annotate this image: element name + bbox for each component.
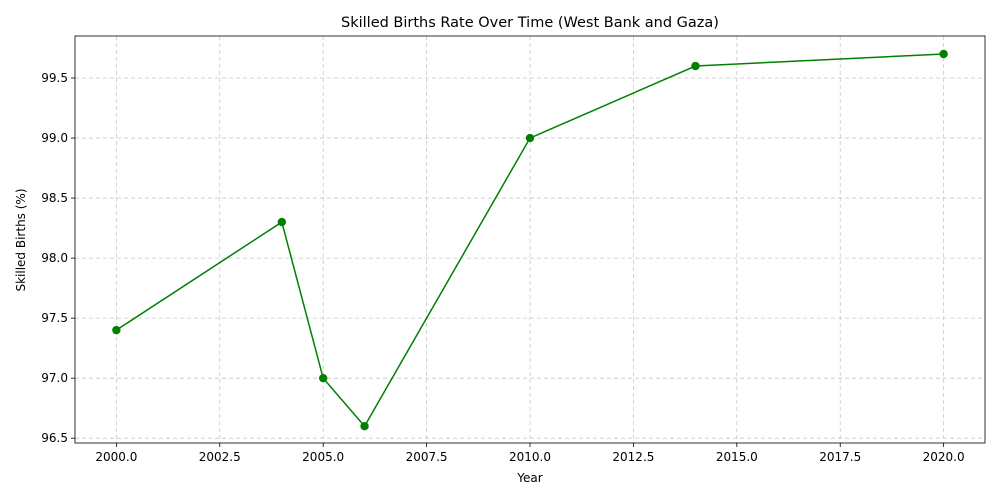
x-tick-label: 2010.0 (509, 450, 551, 464)
x-tick-label: 2005.0 (302, 450, 344, 464)
y-axis-label: Skilled Births (%) (14, 188, 28, 291)
data-point (277, 217, 287, 227)
y-tick-label: 96.5 (41, 431, 68, 445)
data-point (525, 133, 535, 143)
y-tick-label: 98.0 (41, 251, 68, 265)
y-tick-label: 97.5 (41, 311, 68, 325)
grid (75, 36, 985, 443)
y-tick-label: 99.5 (41, 71, 68, 85)
x-tick-label: 2017.5 (819, 450, 861, 464)
x-tick-label: 2020.0 (923, 450, 965, 464)
x-axis: 2000.0 2002.5 2005.0 2007.5 2010.0 2012.5 2015… (95, 443, 965, 464)
x-tick-label: 2002.5 (199, 450, 241, 464)
x-tick-label: 2000.0 (95, 450, 137, 464)
y-axis: 96.5 97.0 97.5 98.0 98.5 99.0 99.5 (41, 71, 75, 445)
data-point (112, 325, 121, 335)
data-point (360, 421, 369, 431)
chart-title: Skilled Births Rate Over Time (West Bank… (341, 15, 719, 31)
x-tick-label: 2007.5 (406, 450, 448, 464)
series-layer (112, 49, 948, 431)
data-point (318, 373, 328, 383)
y-tick-label: 97.0 (41, 371, 68, 385)
y-tick-label: 98.5 (41, 191, 68, 205)
y-tick-label: 99.0 (41, 131, 68, 145)
x-axis-label: Year (516, 471, 542, 485)
x-tick-label: 2015.0 (716, 450, 758, 464)
data-point (939, 49, 948, 59)
x-tick-label: 2012.5 (612, 450, 654, 464)
data-point (691, 61, 700, 71)
